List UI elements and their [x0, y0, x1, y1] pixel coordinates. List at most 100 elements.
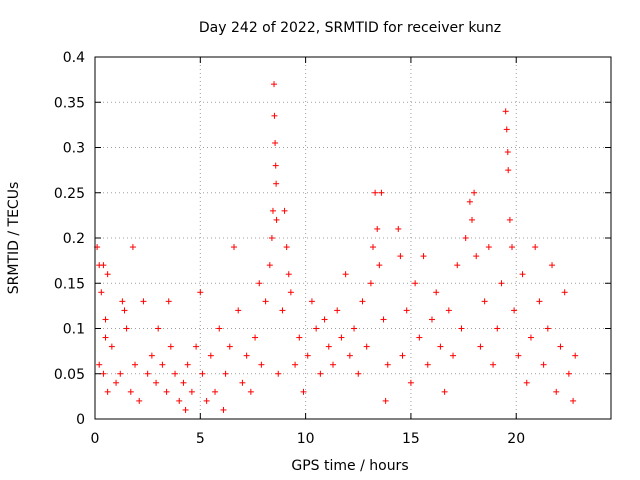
data-point	[144, 370, 151, 377]
data-points	[94, 81, 579, 413]
data-point	[100, 370, 107, 377]
x-tick-label: 15	[402, 431, 420, 447]
data-point	[458, 325, 465, 332]
tick-labels: 0 0.05 0.1 0.15 0.2 0.25 0.3 0.35 0.4 0 5 10 15 20	[54, 50, 525, 447]
grid-lines	[95, 57, 611, 419]
data-point	[98, 289, 105, 296]
data-point	[428, 316, 435, 323]
data-point	[466, 198, 473, 205]
data-point	[407, 379, 414, 386]
data-point	[549, 262, 556, 269]
data-point	[283, 244, 290, 251]
data-point	[104, 388, 111, 395]
x-tick-label: 0	[91, 431, 100, 447]
plot-frame	[94, 56, 612, 420]
data-point	[258, 361, 265, 368]
data-point	[123, 325, 130, 332]
data-point	[553, 388, 560, 395]
data-point	[121, 307, 128, 314]
data-point	[102, 316, 109, 323]
data-point	[397, 253, 404, 260]
y-tick-label: 0.25	[54, 186, 85, 202]
data-point	[504, 149, 511, 156]
data-point	[462, 235, 469, 241]
data-point	[481, 298, 488, 305]
data-point	[445, 307, 452, 314]
data-point	[359, 298, 366, 305]
y-tick-label: 0.4	[63, 50, 85, 66]
data-point	[132, 361, 139, 368]
data-point	[437, 343, 444, 350]
data-point	[216, 325, 223, 332]
y-tick-label: 0.05	[54, 367, 85, 383]
data-point	[536, 298, 543, 305]
data-point	[100, 262, 107, 269]
data-point	[273, 180, 280, 187]
axis-ticks	[94, 56, 611, 420]
data-point	[370, 244, 377, 251]
data-point	[104, 271, 111, 278]
data-point	[420, 253, 427, 260]
data-point	[176, 397, 183, 404]
data-point	[203, 397, 210, 404]
data-point	[256, 280, 263, 287]
data-point	[212, 388, 219, 395]
data-point	[502, 108, 509, 115]
y-tick-label: 0.1	[63, 322, 85, 338]
data-point	[266, 262, 273, 269]
y-axis-label: SRMTID / TECUs	[6, 182, 22, 295]
data-point	[165, 298, 172, 305]
data-point	[557, 343, 564, 350]
data-point	[243, 352, 250, 359]
data-point	[281, 207, 288, 214]
data-point	[136, 397, 143, 404]
data-point	[108, 343, 115, 350]
data-point	[285, 271, 292, 278]
data-point	[127, 388, 134, 395]
data-point	[96, 361, 103, 368]
data-point	[102, 334, 109, 341]
data-point	[119, 298, 126, 305]
data-point	[561, 289, 568, 296]
data-point	[395, 225, 402, 232]
data-point	[382, 397, 389, 404]
y-tick-label: 0.35	[54, 95, 85, 111]
data-point	[197, 289, 204, 296]
data-point	[172, 370, 179, 377]
x-tick-label: 10	[297, 431, 315, 447]
data-point	[163, 388, 170, 395]
data-point	[450, 352, 457, 359]
data-point	[231, 244, 238, 251]
data-point	[506, 216, 513, 223]
data-point	[570, 397, 577, 404]
data-point	[372, 189, 379, 196]
data-point	[153, 379, 160, 386]
data-point	[540, 361, 547, 368]
data-point	[300, 388, 307, 395]
x-tick-label: 20	[507, 431, 525, 447]
data-point	[222, 370, 229, 377]
x-axis-label: GPS time / hours	[291, 458, 408, 474]
y-tick-label: 0.3	[63, 141, 85, 157]
data-point	[505, 167, 512, 174]
data-point	[441, 388, 448, 395]
data-point	[511, 307, 518, 314]
data-point	[490, 361, 497, 368]
data-point	[239, 379, 246, 386]
data-point	[503, 126, 510, 133]
data-point	[477, 343, 484, 350]
data-point	[532, 244, 539, 251]
data-point	[473, 253, 480, 260]
data-point	[509, 244, 516, 251]
data-point	[180, 379, 187, 386]
data-point	[334, 307, 341, 314]
y-tick-label: 0.2	[63, 231, 85, 247]
data-point	[129, 244, 136, 251]
data-point	[424, 361, 431, 368]
data-point	[342, 271, 349, 278]
data-point	[403, 307, 410, 314]
data-point	[220, 406, 227, 413]
data-point	[325, 343, 332, 350]
